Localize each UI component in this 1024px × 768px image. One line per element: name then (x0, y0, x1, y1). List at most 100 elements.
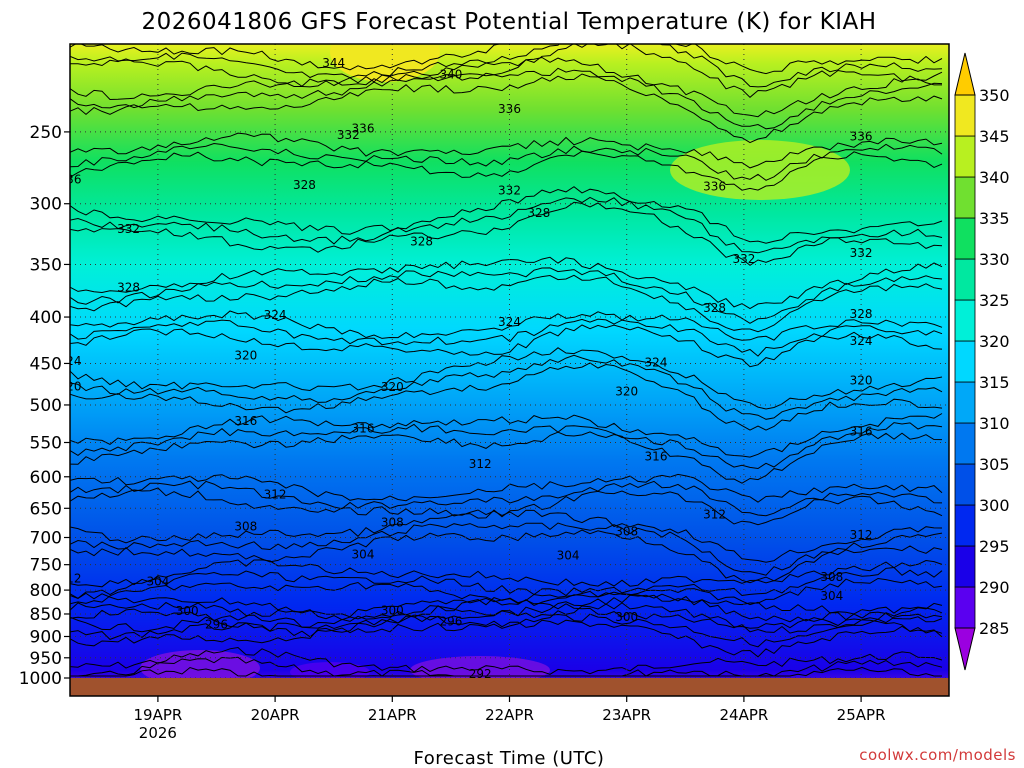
y-axis: 2503003504004505005506006507007508008509… (19, 123, 70, 689)
contour-label: 304 (352, 548, 375, 562)
colorbar-tick-label: 305 (979, 455, 1010, 474)
y-tick-label: 900 (30, 627, 62, 647)
y-tick-label: 600 (30, 468, 62, 488)
colorbar-swatch (954, 340, 976, 383)
contour-label: 332 (850, 246, 873, 260)
x-tick-label: 19APR (133, 706, 182, 724)
contour-label: 332 (117, 222, 140, 236)
contour-line (70, 577, 943, 606)
x-tick-label: 22APR (485, 706, 534, 724)
contour-line (70, 318, 943, 357)
contour-label: 312 (59, 572, 82, 586)
x-tick-label: 25APR (837, 706, 886, 724)
contour-label: 312 (264, 488, 287, 502)
colorbar-bottom-arrow (954, 627, 976, 671)
contour-line (70, 529, 943, 584)
warm-pocket (670, 140, 850, 200)
colorbar-tick-label: 325 (979, 291, 1010, 310)
contour-label: 324 (498, 315, 521, 329)
chart-title: 2026041806 GFS Forecast Potential Temper… (141, 9, 876, 35)
contour-label: 328 (293, 178, 316, 192)
contour-label: 316 (234, 414, 257, 428)
colorbar-swatch (954, 545, 976, 588)
contour-line (70, 310, 943, 341)
contour-label: 324 (645, 356, 668, 370)
ground-surface (70, 678, 949, 696)
contour-label: 320 (615, 384, 638, 398)
y-tick-label: 450 (30, 354, 62, 374)
contour-label: 328 (117, 280, 140, 294)
contour-label: 332 (732, 252, 755, 266)
contour-label: 332 (498, 183, 521, 197)
contour-line (70, 487, 943, 526)
contour-line (70, 615, 943, 658)
contour-line (70, 256, 943, 310)
contour-label: 324 (850, 334, 873, 348)
colorbar-tick-label: 320 (979, 332, 1010, 351)
colorbar-tick-label: 330 (979, 250, 1010, 269)
colorbar-tick-label: 315 (979, 373, 1010, 392)
colorbar-swatch (954, 135, 976, 178)
colorbar-tick-label: 335 (979, 209, 1010, 228)
contour-label: 320 (381, 380, 404, 394)
contour-label: 328 (703, 301, 726, 315)
contour-label: 312 (469, 457, 492, 471)
y-tick-label: 350 (30, 255, 62, 275)
contour-line (70, 522, 943, 576)
contour-line (70, 67, 943, 130)
contour-label: 296 (439, 614, 462, 628)
contour-line (70, 274, 943, 333)
contour-label: 336 (703, 179, 726, 193)
contour-label: 316 (352, 422, 375, 436)
contour-label: 336 (352, 122, 375, 136)
cold-pocket (410, 656, 550, 684)
y-tick-label: 550 (30, 433, 62, 453)
contour-label: 328 (850, 307, 873, 321)
contour-label: 296 (205, 617, 228, 631)
y-tick-label: 400 (30, 308, 62, 328)
contour-line (70, 201, 943, 266)
colorbar: 285 290 295 300 305 310 315 320 325 330 335 340 345 3… (954, 52, 1010, 671)
colorbar-tick-label: 300 (979, 496, 1010, 515)
y-tick-label: 500 (30, 396, 62, 416)
contour-line (70, 566, 943, 599)
colorbar-swatch (954, 463, 976, 506)
colorbar-swatch (954, 299, 976, 342)
warm-pocket (330, 44, 440, 82)
contour-label: 336 (850, 130, 873, 144)
contour-label: 336 (59, 172, 82, 186)
contour-label: 336 (498, 102, 521, 116)
contour-line (70, 267, 943, 324)
contour-line (70, 431, 943, 484)
colorbar-swatch (954, 504, 976, 547)
contour-lines (70, 44, 943, 677)
contour-line (70, 354, 943, 420)
contour-label: 344 (322, 56, 345, 70)
contour-label: 308 (381, 516, 404, 530)
contour-label: 312 (850, 528, 873, 542)
contour-line (70, 588, 943, 621)
contour-line (70, 44, 942, 98)
contour-label: 320 (59, 379, 82, 393)
contour-line (70, 132, 943, 169)
contour-label: 300 (615, 610, 638, 624)
contour-line (70, 347, 943, 410)
x-axis-label: Forecast Time (UTC) (414, 748, 605, 768)
contour-line (70, 44, 943, 88)
contour-label: 324 (59, 354, 82, 368)
x-tick-label: 21APR (368, 706, 417, 724)
x-tick-label: 24APR (719, 706, 768, 724)
contour-line (70, 56, 943, 118)
y-tick-label: 950 (30, 649, 62, 669)
contour-label: 304 (820, 589, 843, 603)
contour-line (70, 142, 943, 181)
contour-label: 316 (850, 425, 873, 439)
y-tick-label: 850 (30, 605, 62, 625)
colorbar-swatch (954, 258, 976, 301)
contour-line (70, 559, 943, 588)
contour-label: 324 (264, 308, 287, 322)
y-tick-label: 650 (30, 499, 62, 519)
